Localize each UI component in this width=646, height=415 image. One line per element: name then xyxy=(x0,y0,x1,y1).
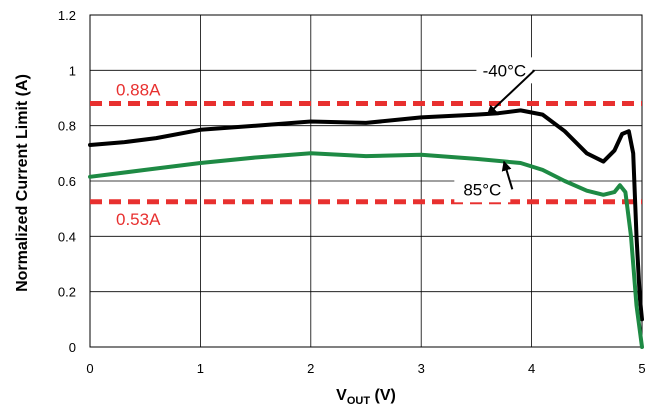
y-tick-label: 0.6 xyxy=(58,174,76,189)
x-axis-title-unit: (V) xyxy=(370,387,396,404)
x-tick-label: 2 xyxy=(307,361,314,376)
series-line xyxy=(88,108,644,322)
series-line xyxy=(88,151,644,349)
y-tick-label: 0.2 xyxy=(58,285,76,300)
y-tick-label: 1.2 xyxy=(58,8,76,23)
x-axis-title: VOUT (V) xyxy=(336,387,396,407)
y-tick-label: 1 xyxy=(69,63,76,78)
series-lines xyxy=(88,108,644,349)
x-axis-title-main: V xyxy=(336,387,347,404)
reference-lines: 0.88A 0.53A xyxy=(90,81,642,229)
annotation-box xyxy=(454,176,511,203)
y-axis-title: Normalized Current Limit (A) xyxy=(14,74,31,292)
x-tick-label: 4 xyxy=(528,361,535,376)
y-tick-label: 0.4 xyxy=(58,229,76,244)
grid xyxy=(89,14,643,348)
annotation-label: -40°C xyxy=(483,61,527,80)
annotations: -40°C 85°C xyxy=(454,57,536,203)
x-tick-label: 0 xyxy=(86,361,93,376)
y-tick-label: 0.8 xyxy=(58,119,76,134)
x-tick-label: 3 xyxy=(418,361,425,376)
x-tick-label: 5 xyxy=(638,361,645,376)
reference-line-label: 0.88A xyxy=(116,81,161,100)
annotation-label: 85°C xyxy=(463,180,501,199)
x-tick-label: 1 xyxy=(197,361,204,376)
annotation-arrow xyxy=(501,160,514,190)
reference-line-label: 0.53A xyxy=(116,210,161,229)
x-axis-title-sub: OUT xyxy=(347,395,371,407)
tick-labels: 0 1 2 3 4 5 0 0.2 0.4 0.6 0.8 1 1.2 xyxy=(58,8,646,376)
annotation-arrow xyxy=(486,69,536,116)
y-tick-label: 0 xyxy=(69,340,76,355)
annotation-box xyxy=(476,57,533,84)
